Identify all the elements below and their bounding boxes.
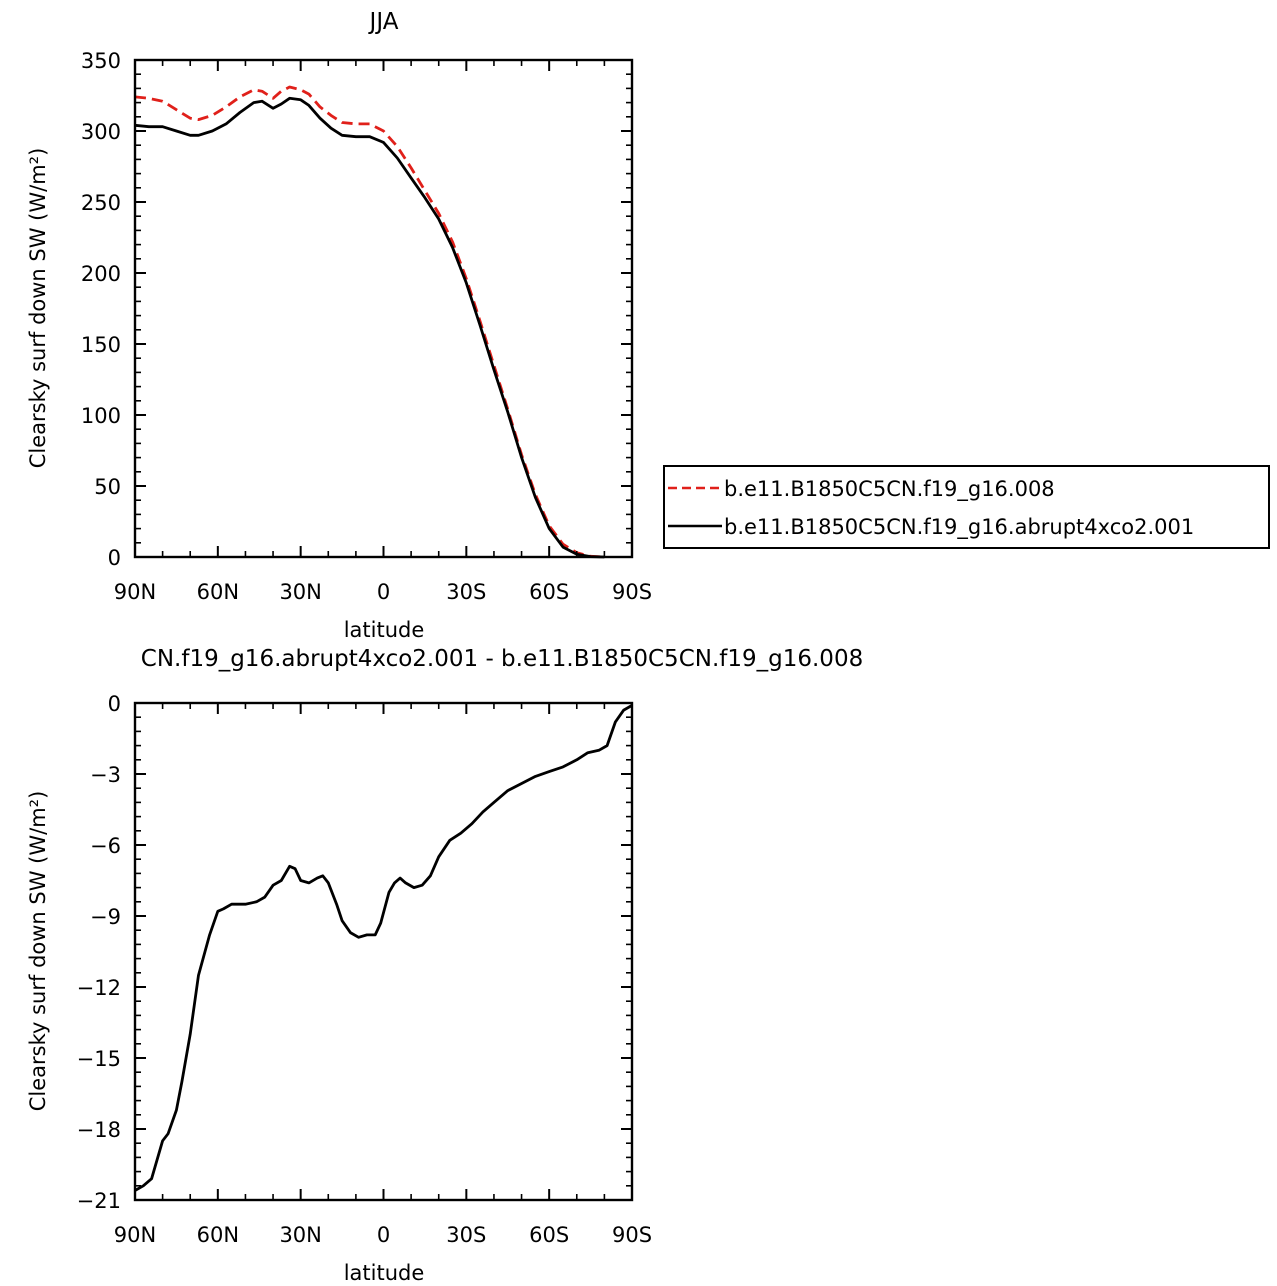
y-tick-label: −3: [90, 763, 121, 787]
x-tick-label: 30S: [446, 580, 486, 604]
x-tick-label: 30S: [446, 1223, 486, 1247]
y-tick-label: 350: [81, 49, 121, 73]
bottom-chart-title: CN.f19_g16.abrupt4xco2.001 - b.e11.B1850…: [141, 646, 863, 672]
top-y-tick-labels: 0 50 100 150 200 250 300 350: [81, 49, 121, 570]
x-tick-label: 90S: [612, 1223, 652, 1247]
y-tick-label: −21: [77, 1189, 121, 1213]
x-tick-label: 30N: [279, 1223, 321, 1247]
x-tick-label: 90S: [612, 580, 652, 604]
x-tick-label: 90N: [114, 580, 156, 604]
bottom-panel: CN.f19_g16.abrupt4xco2.001 - b.e11.B1850…: [26, 646, 863, 1285]
x-tick-label: 60S: [529, 580, 569, 604]
series-line-difference: [134, 704, 633, 1192]
top-tick-marks: [134, 59, 633, 558]
y-tick-label: −15: [77, 1047, 121, 1071]
legend-frame: [663, 465, 1270, 549]
bottom-x-tick-labels: 90N 60N 30N 0 30S 60S 90S: [114, 1223, 652, 1247]
y-tick-label: 50: [94, 475, 121, 499]
series-line-control: [134, 85, 605, 559]
x-tick-label: 0: [377, 1223, 390, 1247]
top-chart-title: JJA: [368, 9, 399, 35]
top-x-tick-labels: 90N 60N 30N 0 30S 60S 90S: [114, 580, 652, 604]
x-tick-label: 60N: [197, 1223, 239, 1247]
y-tick-label: 200: [81, 262, 121, 286]
series-line-abrupt4xco2: [134, 96, 605, 559]
y-tick-label: −12: [77, 976, 121, 1000]
bottom-y-tick-labels: 0 −3 −6 −9 −12 −15 −18 −21: [77, 692, 121, 1213]
x-tick-label: 60N: [197, 580, 239, 604]
top-x-axis-label: latitude: [344, 618, 425, 642]
y-tick-label: 0: [108, 692, 121, 716]
y-tick-label: −9: [90, 905, 121, 929]
x-tick-label: 90N: [114, 1223, 156, 1247]
x-tick-label: 30N: [279, 580, 321, 604]
top-plot-frame: [133, 58, 634, 559]
y-tick-label: 150: [81, 333, 121, 357]
y-tick-label: 300: [81, 120, 121, 144]
bottom-plot-frame: [133, 701, 634, 1202]
top-y-axis-label: Clearsky surf down SW (W/m²): [26, 148, 50, 469]
bottom-tick-marks: [134, 702, 633, 1201]
legend-label-control: b.e11.B1850C5CN.f19_g16.008: [724, 477, 1055, 502]
bottom-y-axis-label: Clearsky surf down SW (W/m²): [26, 791, 50, 1112]
y-tick-label: 100: [81, 404, 121, 428]
x-tick-label: 0: [377, 580, 390, 604]
top-panel: JJA 90N 60N 30N 0 30S 60S 90S 0 50 100 150 200 250 3…: [26, 9, 652, 642]
y-tick-label: 0: [108, 546, 121, 570]
legend-label-abrupt4xco2: b.e11.B1850C5CN.f19_g16.abrupt4xco2.001: [724, 515, 1194, 540]
y-tick-label: −6: [90, 834, 121, 858]
y-tick-label: −18: [77, 1118, 121, 1142]
y-tick-label: 250: [81, 191, 121, 215]
legend: b.e11.B1850C5CN.f19_g16.008 b.e11.B1850C…: [663, 465, 1270, 549]
bottom-x-axis-label: latitude: [344, 1261, 425, 1285]
x-tick-label: 60S: [529, 1223, 569, 1247]
